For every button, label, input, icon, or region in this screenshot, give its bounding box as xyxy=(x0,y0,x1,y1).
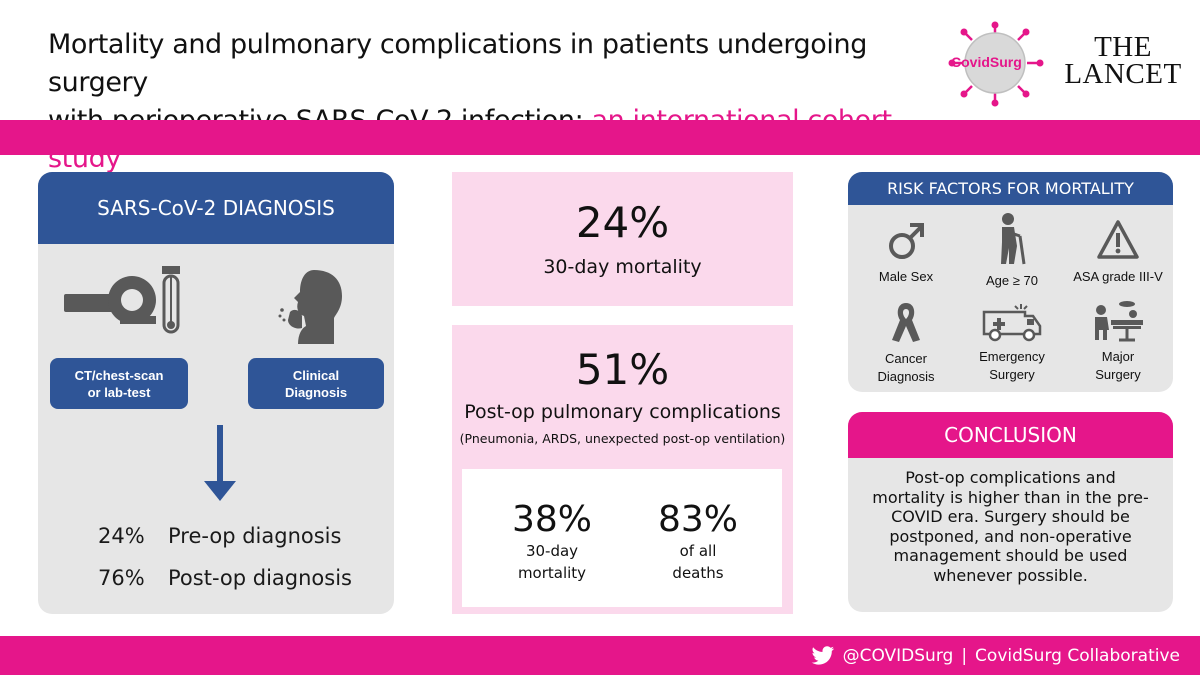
pulmonary-card: 51% Post-op pulmonary complications (Pne… xyxy=(452,325,793,614)
pulmonary-note: (Pneumonia, ARDS, unexpected post-op ven… xyxy=(459,431,786,446)
risk-label-4b: Diagnosis xyxy=(877,369,935,384)
ct-scanner-icon xyxy=(64,276,156,324)
lancet-logo-line-1: THE xyxy=(1094,31,1152,63)
mortality-card: 24% 30-day mortality xyxy=(452,172,793,306)
covidsurg-logo-text: CovidSurg xyxy=(951,54,1022,70)
pulmonary-deaths-line-2: deaths xyxy=(672,564,724,582)
pulmonary-deaths-line-1: of all xyxy=(679,542,717,560)
risk-item-emergency: Emergency Surgery xyxy=(958,302,1066,384)
risk-item-major-surgery: Major Surgery xyxy=(1064,300,1172,384)
conclusion-panel: CONCLUSION Post-op complications and mor… xyxy=(848,412,1173,612)
risk-label-5a: Emergency xyxy=(979,349,1045,364)
top-divider-band xyxy=(0,120,1200,155)
warning-icon xyxy=(1097,220,1139,259)
risk-item-asa: ASA grade III-V xyxy=(1064,218,1172,286)
twitter-bird-icon xyxy=(811,646,834,665)
diagnosis-heading: SARS-CoV-2 DIAGNOSIS xyxy=(38,172,394,244)
risk-label-2a: Age ≥ 70 xyxy=(986,273,1038,288)
risk-label-4a: Cancer xyxy=(885,351,927,366)
ribbon-icon xyxy=(892,303,920,342)
risk-factors-panel: RISK FACTORS FOR MORTALITY Male Sex Age … xyxy=(848,172,1173,392)
lancet-logo-line-2: LANCET xyxy=(1064,58,1182,90)
post-op-diagnosis-row: 76% Post-op diagnosis xyxy=(98,566,352,590)
footer: @COVIDSurg | CovidSurg Collaborative xyxy=(811,646,1180,666)
lancet-logo: THE LANCET xyxy=(1058,31,1188,90)
risk-item-male-sex: Male Sex xyxy=(852,218,960,286)
risk-label-5b: Surgery xyxy=(989,367,1035,382)
risk-heading: RISK FACTORS FOR MORTALITY xyxy=(848,172,1173,205)
title-line-1: Mortality and pulmonary complications in… xyxy=(48,29,867,98)
pre-op-diagnosis-row: 24% Pre-op diagnosis xyxy=(98,524,341,548)
ambulance-icon xyxy=(982,304,1042,342)
pre-op-label: Pre-op diagnosis xyxy=(168,524,342,548)
ct-btn-line-2: or lab-test xyxy=(87,384,151,400)
conclusion-heading: CONCLUSION xyxy=(848,412,1173,458)
risk-item-cancer: Cancer Diagnosis xyxy=(852,300,960,386)
pulmonary-value: 51% xyxy=(575,345,670,394)
risk-item-age: Age ≥ 70 xyxy=(958,212,1066,290)
clinical-diagnosis-button: Clinical Diagnosis xyxy=(248,358,384,409)
mortality-label: 30-day mortality xyxy=(543,256,702,278)
ct-lab-test-button: CT/chest-scan or lab-test xyxy=(50,358,188,409)
pulmonary-mortality-line-1: 30-day xyxy=(525,542,579,560)
page-title: Mortality and pulmonary complications in… xyxy=(48,26,928,178)
risk-label-6a: Major xyxy=(1101,349,1135,364)
conclusion-text: Post-op complications and mortality is h… xyxy=(872,468,1149,585)
footer-org: CovidSurg Collaborative xyxy=(975,646,1180,666)
footer-separator: | xyxy=(961,646,968,666)
pre-op-pct: 24% xyxy=(98,524,145,548)
covidsurg-logo: CovidSurg xyxy=(945,18,1045,108)
male-icon xyxy=(889,223,924,259)
diagnosis-panel: SARS-CoV-2 DIAGNOSIS CT/chest-scan or lab… xyxy=(38,172,394,614)
pulmonary-mortality-value: 38% xyxy=(511,499,592,540)
ct-btn-line-1: CT/chest-scan xyxy=(74,367,164,383)
pulmonary-deaths-value: 83% xyxy=(657,499,738,540)
risk-label-3a: ASA grade III-V xyxy=(1073,269,1163,284)
test-tube-icon xyxy=(162,266,180,334)
mortality-value: 24% xyxy=(575,198,670,247)
post-op-label: Post-op diagnosis xyxy=(168,566,352,590)
down-arrow-icon xyxy=(204,425,236,501)
coughing-person-icon xyxy=(278,270,342,344)
operating-table-icon xyxy=(1095,301,1143,342)
elderly-icon xyxy=(1001,213,1026,265)
pulmonary-mortality-line-2: mortality xyxy=(517,564,587,582)
pulmonary-mortality-stat: 38% 30-day mortality xyxy=(492,499,612,584)
pulmonary-deaths-stat: 83% of all deaths xyxy=(638,499,758,584)
pulmonary-breakdown-box: 38% 30-day mortality 83% of all deaths xyxy=(462,469,782,607)
footer-handle[interactable]: @COVIDSurg xyxy=(842,646,954,666)
virus-icon xyxy=(948,21,1044,107)
clinical-btn-line-2: Diagnosis xyxy=(284,384,348,400)
risk-label-6b: Surgery xyxy=(1095,367,1141,382)
pulmonary-label: Post-op pulmonary complications xyxy=(464,401,781,423)
bottom-footer-band xyxy=(0,636,1200,675)
post-op-pct: 76% xyxy=(98,566,145,590)
risk-label-1a: Male Sex xyxy=(878,269,934,284)
clinical-btn-line-1: Clinical xyxy=(292,367,340,383)
